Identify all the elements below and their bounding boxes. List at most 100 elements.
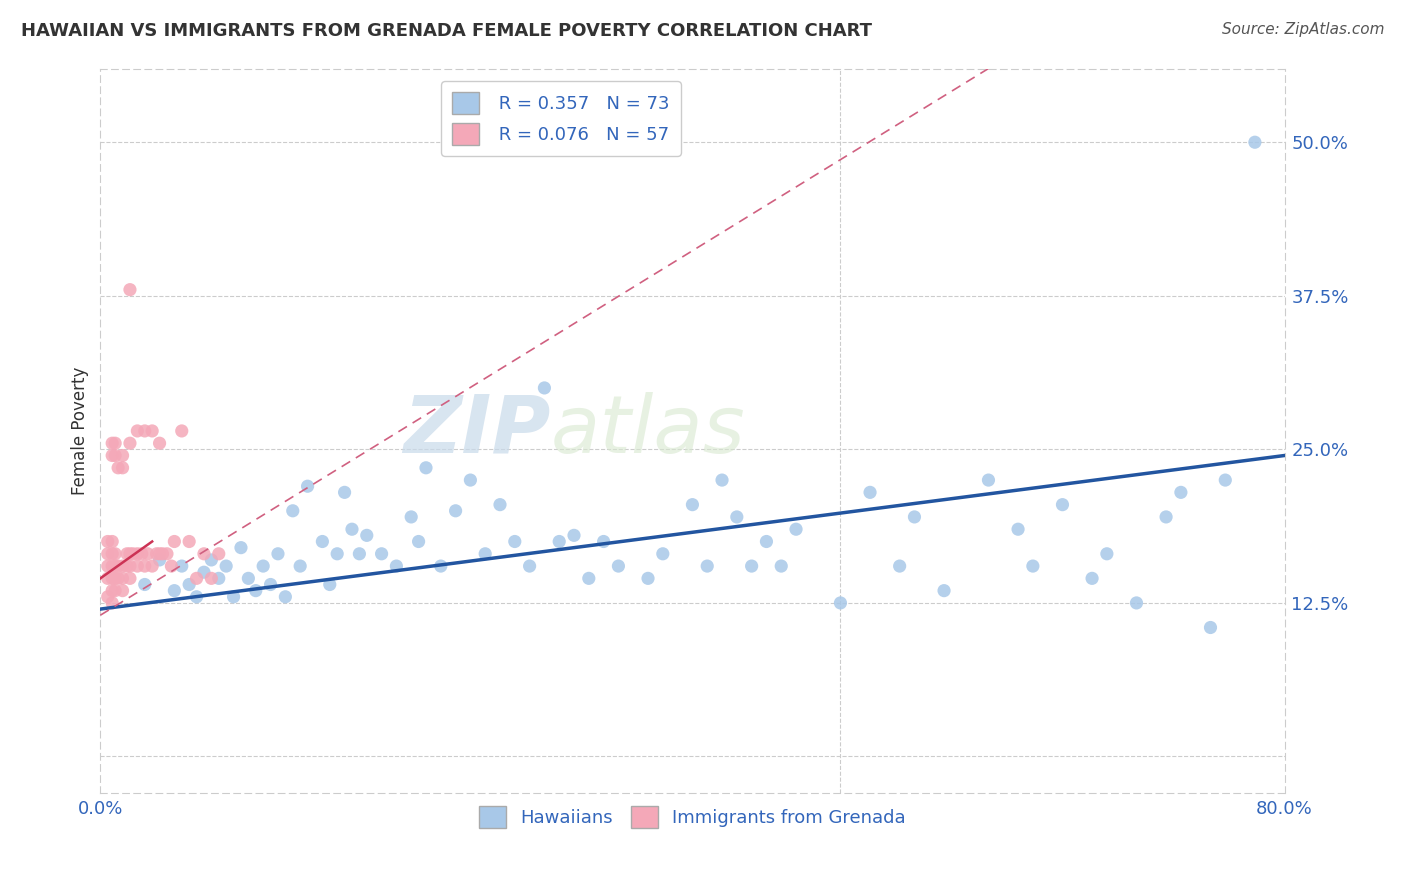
Point	[200, 553, 222, 567]
Point	[349, 547, 371, 561]
Point	[104, 449, 127, 463]
Point	[107, 571, 129, 585]
Point	[297, 479, 319, 493]
Point	[1007, 522, 1029, 536]
Point	[770, 559, 793, 574]
Point	[222, 590, 245, 604]
Point	[170, 424, 193, 438]
Point	[607, 559, 630, 574]
Point	[1244, 135, 1267, 149]
Point	[408, 534, 430, 549]
Point	[415, 460, 437, 475]
Point	[104, 571, 127, 585]
Point	[1081, 571, 1104, 585]
Point	[170, 559, 193, 574]
Point	[101, 571, 124, 585]
Point	[460, 473, 482, 487]
Point	[830, 596, 852, 610]
Point	[134, 424, 156, 438]
Point	[785, 522, 807, 536]
Point	[430, 559, 453, 574]
Point	[163, 534, 186, 549]
Point	[107, 559, 129, 574]
Point	[326, 547, 349, 561]
Point	[118, 436, 141, 450]
Point	[193, 565, 215, 579]
Point	[97, 559, 120, 574]
Point	[186, 571, 208, 585]
Point	[127, 559, 149, 574]
Point	[755, 534, 778, 549]
Point	[127, 547, 149, 561]
Point	[903, 510, 925, 524]
Point	[134, 577, 156, 591]
Point	[311, 534, 333, 549]
Point	[118, 571, 141, 585]
Point	[725, 510, 748, 524]
Point	[274, 590, 297, 604]
Point	[1170, 485, 1192, 500]
Point	[156, 547, 179, 561]
Point	[474, 547, 496, 561]
Y-axis label: Female Poverty: Female Poverty	[72, 367, 89, 495]
Point	[152, 547, 174, 561]
Point	[111, 559, 134, 574]
Point	[859, 485, 882, 500]
Point	[977, 473, 1000, 487]
Point	[115, 559, 138, 574]
Point	[97, 571, 120, 585]
Point	[104, 436, 127, 450]
Point	[1199, 620, 1222, 634]
Point	[340, 522, 363, 536]
Point	[104, 547, 127, 561]
Point	[356, 528, 378, 542]
Point	[681, 498, 703, 512]
Point	[1022, 559, 1045, 574]
Point	[238, 571, 260, 585]
Text: atlas: atlas	[550, 392, 745, 470]
Point	[179, 577, 201, 591]
Point	[160, 559, 183, 574]
Point	[101, 449, 124, 463]
Point	[259, 577, 281, 591]
Point	[245, 583, 267, 598]
Point	[578, 571, 600, 585]
Legend: Hawaiians, Immigrants from Grenada: Hawaiians, Immigrants from Grenada	[471, 798, 914, 835]
Point	[288, 559, 311, 574]
Point	[101, 436, 124, 450]
Point	[104, 559, 127, 574]
Point	[333, 485, 356, 500]
Point	[711, 473, 734, 487]
Point	[179, 534, 201, 549]
Point	[115, 547, 138, 561]
Point	[148, 547, 170, 561]
Point	[122, 547, 145, 561]
Point	[399, 510, 422, 524]
Text: HAWAIIAN VS IMMIGRANTS FROM GRENADA FEMALE POVERTY CORRELATION CHART: HAWAIIAN VS IMMIGRANTS FROM GRENADA FEMA…	[21, 22, 872, 40]
Point	[1213, 473, 1236, 487]
Point	[637, 571, 659, 585]
Point	[533, 381, 555, 395]
Point	[267, 547, 290, 561]
Point	[696, 559, 718, 574]
Point	[97, 534, 120, 549]
Point	[101, 596, 124, 610]
Point	[97, 547, 120, 561]
Point	[932, 583, 955, 598]
Point	[370, 547, 392, 561]
Point	[118, 559, 141, 574]
Point	[145, 547, 167, 561]
Point	[548, 534, 571, 549]
Point	[385, 559, 408, 574]
Point	[208, 547, 231, 561]
Point	[107, 460, 129, 475]
Point	[101, 559, 124, 574]
Point	[489, 498, 512, 512]
Point	[889, 559, 911, 574]
Point	[101, 583, 124, 598]
Point	[319, 577, 342, 591]
Point	[111, 460, 134, 475]
Point	[503, 534, 526, 549]
Point	[741, 559, 763, 574]
Point	[1052, 498, 1074, 512]
